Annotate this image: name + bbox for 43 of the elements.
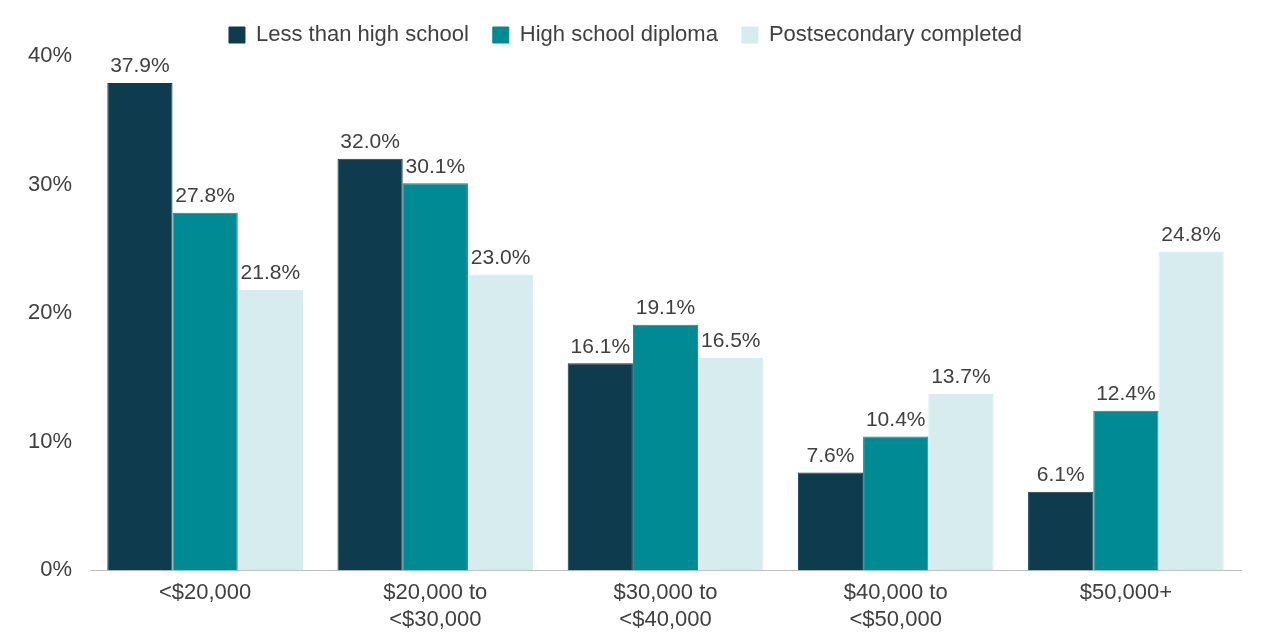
bar: [698, 358, 764, 571]
data-label: 12.4%: [1096, 381, 1156, 405]
data-label: 32.0%: [340, 129, 400, 153]
x-tick-label: <$20,000: [158, 579, 252, 605]
data-label: 23.0%: [470, 244, 531, 268]
data-label: 16.5%: [700, 328, 761, 352]
data-label: 37.9%: [110, 53, 170, 77]
bar: [237, 289, 303, 571]
bar: [928, 394, 994, 571]
bar: [402, 183, 468, 571]
legend-label: High school diploma: [519, 21, 719, 47]
data-label: 21.8%: [240, 260, 301, 284]
data-label: 6.1%: [1036, 462, 1085, 486]
bar: [1028, 491, 1094, 571]
data-label: 24.8%: [1161, 221, 1221, 245]
y-tick-label: 40%: [27, 42, 73, 68]
data-label: 7.6%: [806, 442, 855, 466]
data-label: 19.1%: [635, 294, 696, 318]
y-tick-label: 30%: [27, 170, 73, 196]
bar: [467, 274, 534, 571]
y-tick-label: 20%: [27, 299, 73, 325]
bar: [567, 363, 633, 571]
x-tick-label: $40,000 to <$50,000: [843, 579, 948, 631]
x-tick-label: $20,000 to <$30,000: [383, 579, 488, 631]
legend-label: Postsecondary completed: [768, 21, 1023, 47]
bar: [632, 324, 699, 571]
data-label: 10.4%: [865, 406, 926, 430]
bar: [172, 212, 238, 571]
y-tick-label: 0%: [40, 556, 73, 582]
data-label: 30.1%: [405, 153, 466, 177]
bar: [1158, 251, 1224, 571]
data-label: 13.7%: [931, 364, 991, 388]
x-tick-label: $50,000+: [1079, 579, 1173, 605]
legend-label: Less than high school: [255, 21, 469, 47]
bar: [797, 472, 864, 571]
bar: [863, 436, 929, 571]
x-tick-label: $30,000 to <$40,000: [613, 579, 718, 631]
bar: [1093, 410, 1159, 571]
y-tick-label: 10%: [27, 427, 73, 453]
bar: [107, 83, 173, 571]
data-label: 16.1%: [570, 333, 631, 357]
bar: [337, 158, 403, 571]
data-label: 27.8%: [175, 183, 235, 207]
